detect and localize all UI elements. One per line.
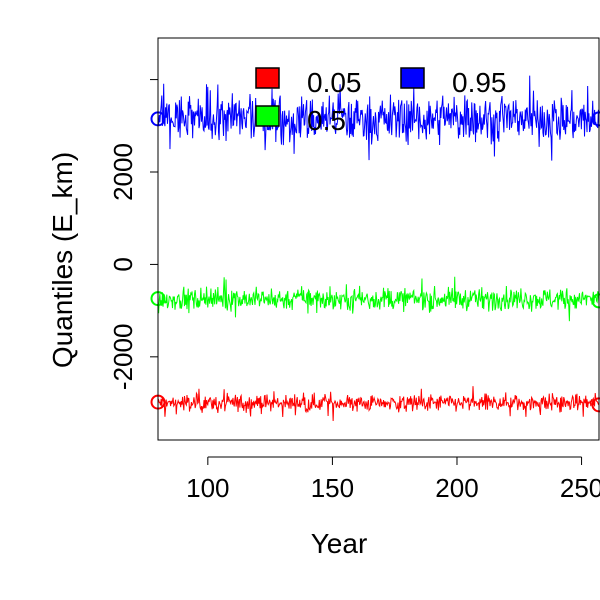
y-tick-label--2000: -2000 (108, 324, 138, 391)
series-0-95 (150, 75, 600, 161)
y-axis-label: Quantiles (E_km) (47, 152, 78, 368)
series-0-5 (150, 276, 600, 322)
legend-swatch (255, 105, 280, 127)
legend-label: 0.5 (307, 105, 346, 136)
x-axis-label: Year (311, 528, 368, 559)
legend-swatch (400, 67, 425, 89)
x-tick-label-250: 250 (560, 473, 600, 503)
x-tick-label-200: 200 (435, 473, 478, 503)
series-line-0-5 (157, 276, 600, 322)
series-layer (150, 75, 600, 422)
legend-swatch (255, 67, 280, 89)
x-tick-label-100: 100 (186, 473, 229, 503)
legend: 0.05 0.95 0.5 (255, 67, 507, 136)
y-tick-label-2000: 2000 (108, 143, 138, 201)
y-axis: -2000 0 2000 (108, 79, 159, 391)
series-0-05 (150, 386, 600, 422)
legend-item-0-95: 0.95 (400, 67, 507, 98)
series-line-0-95 (157, 75, 600, 161)
legend-item-0-05: 0.05 (255, 67, 362, 98)
x-tick-label-150: 150 (311, 473, 354, 503)
legend-label: 0.05 (307, 67, 362, 98)
legend-item-0-5: 0.5 (255, 105, 346, 136)
y-tick-label-0: 0 (108, 257, 138, 271)
legend-label: 0.95 (452, 67, 507, 98)
series-line-0-05 (157, 386, 600, 422)
x-axis: 100 150 200 250 (186, 456, 600, 503)
